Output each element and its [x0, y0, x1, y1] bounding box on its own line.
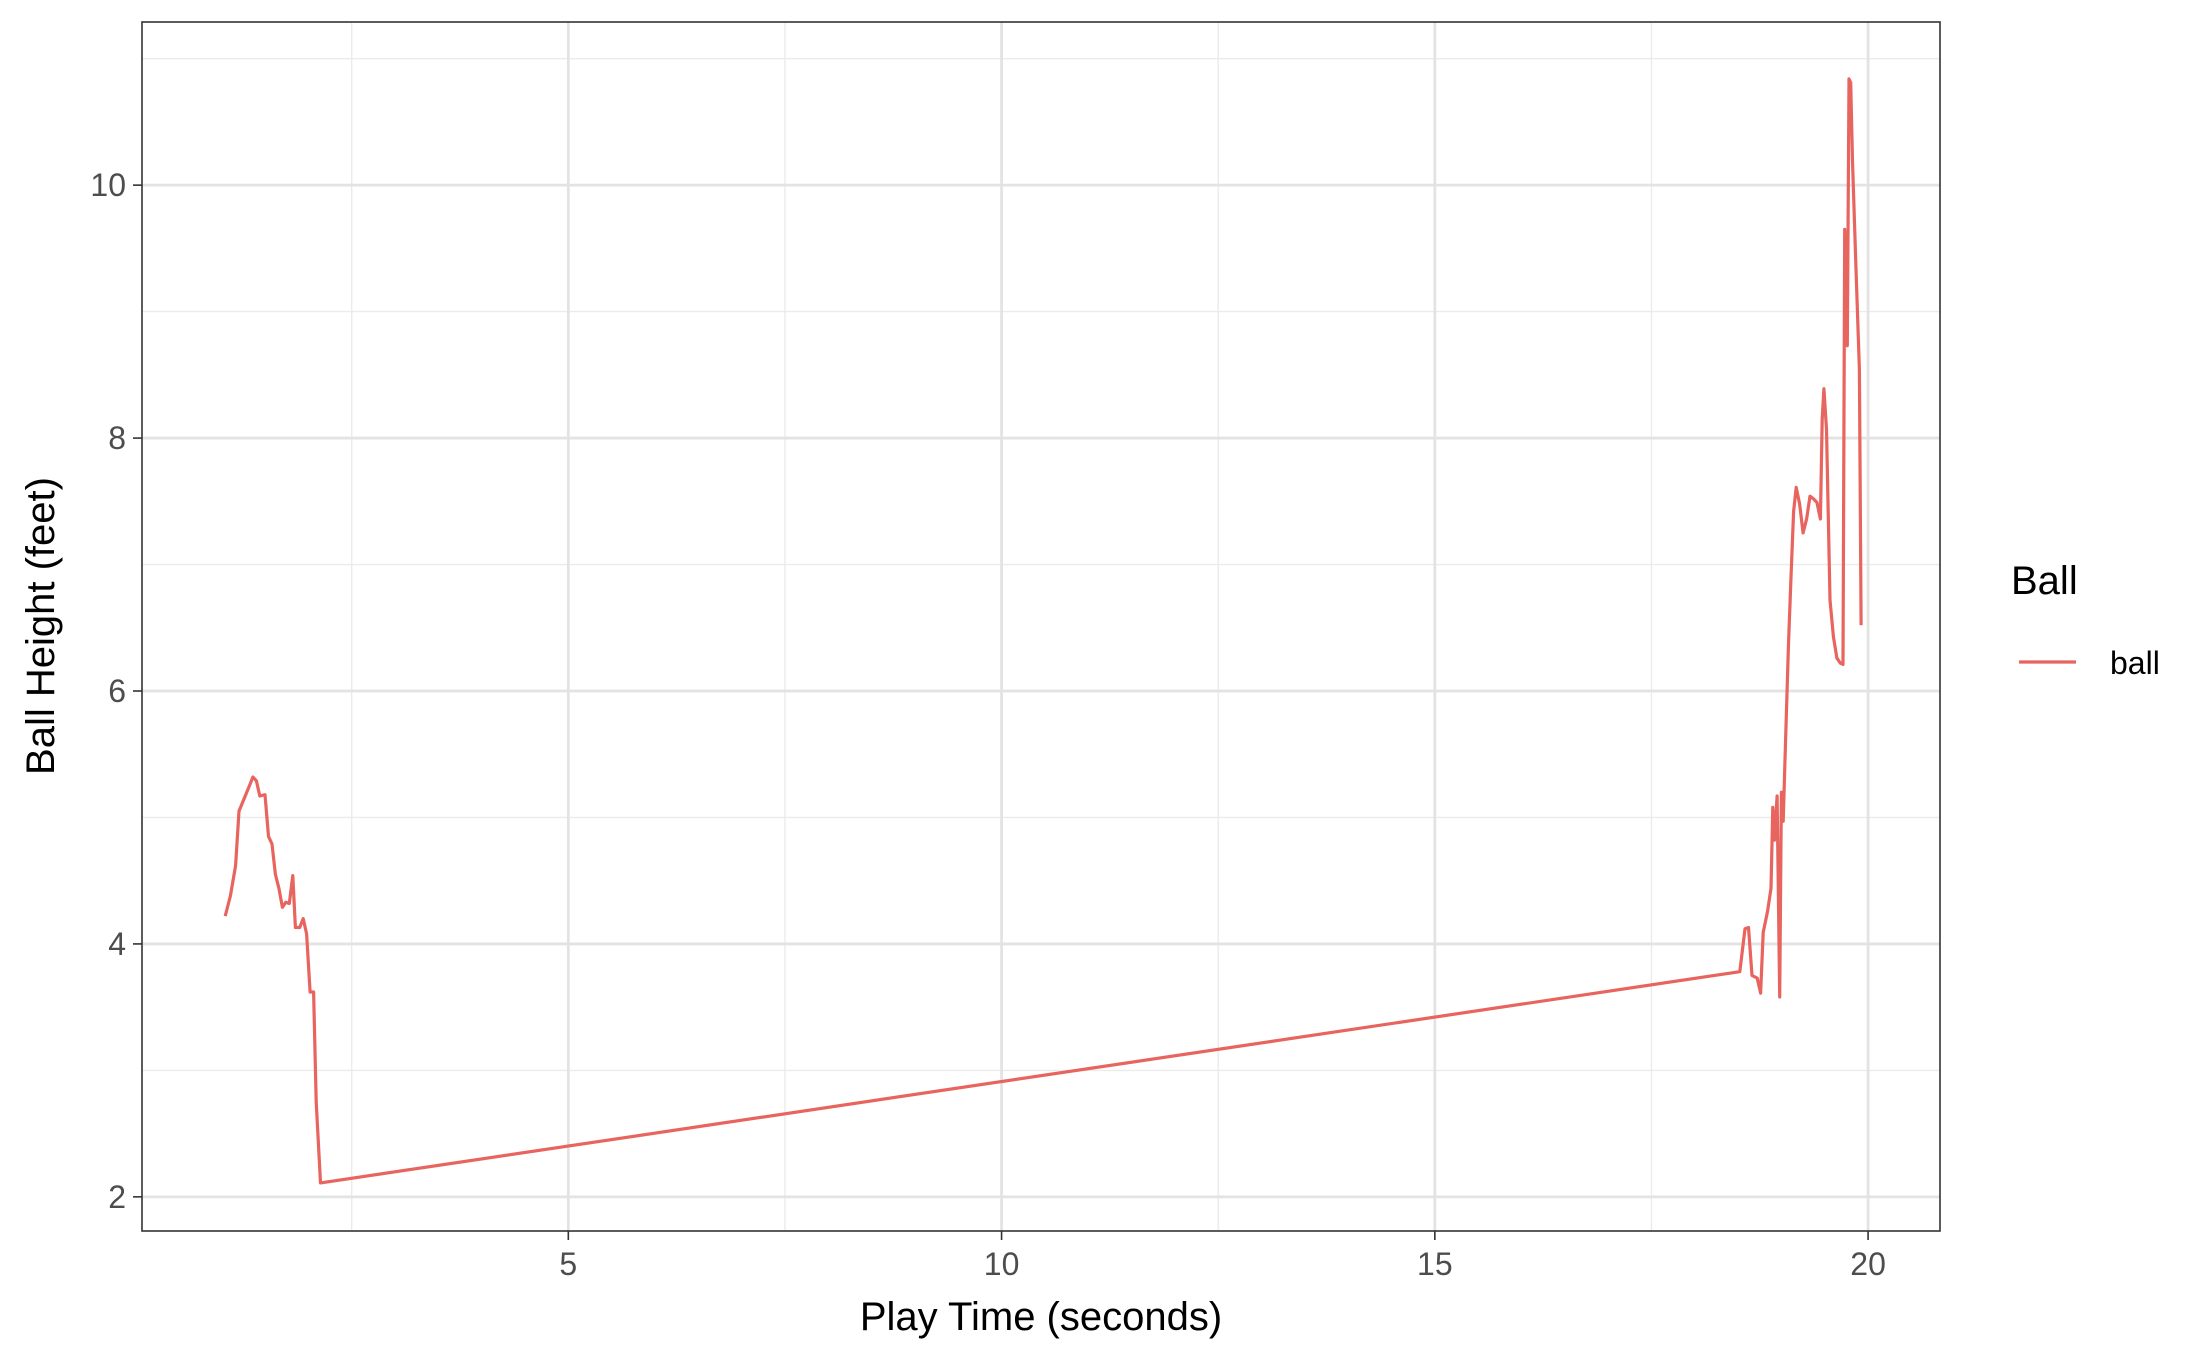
x-tick-label: 20	[1850, 1246, 1886, 1282]
y-axis: 2 4 6 8 10	[90, 167, 142, 1215]
y-tick-label: 10	[90, 167, 126, 203]
x-tick-label: 10	[984, 1246, 1020, 1282]
legend-label-ball: ball	[2110, 645, 2160, 681]
plot-panel-background	[142, 22, 1940, 1231]
y-tick-label: 4	[108, 926, 126, 962]
y-tick-label: 6	[108, 673, 126, 709]
legend: Ball ball	[2011, 559, 2160, 681]
x-axis-label: Play Time (seconds)	[860, 1295, 1222, 1339]
x-tick-label: 5	[559, 1246, 577, 1282]
minor-gridlines	[142, 22, 1940, 1231]
x-tick-label: 15	[1417, 1246, 1453, 1282]
y-tick-label: 8	[108, 420, 126, 456]
series-layer	[223, 77, 1863, 1185]
plot-panel-border	[141, 21, 1941, 1232]
x-axis: 5 10 15 20	[559, 1231, 1886, 1282]
major-gridlines	[142, 22, 1940, 1231]
y-tick-label: 2	[108, 1179, 126, 1215]
series-line-ball	[223, 77, 1863, 1185]
legend-title: Ball	[2011, 559, 2078, 603]
y-axis-label: Ball Height (feet)	[19, 477, 63, 775]
